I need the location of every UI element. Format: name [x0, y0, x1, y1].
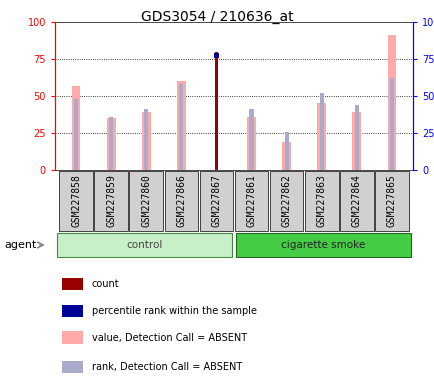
- Text: GSM227864: GSM227864: [351, 175, 361, 227]
- Bar: [214, 53, 218, 58]
- Bar: [62, 278, 82, 290]
- Bar: [62, 305, 82, 317]
- Bar: [317, 103, 326, 170]
- Bar: [109, 117, 113, 170]
- Text: rank, Detection Call = ABSENT: rank, Detection Call = ABSENT: [92, 362, 242, 372]
- Bar: [352, 112, 360, 170]
- Bar: [129, 171, 163, 231]
- Text: GSM227865: GSM227865: [386, 175, 396, 227]
- Bar: [249, 109, 253, 170]
- Text: GSM227858: GSM227858: [71, 175, 81, 227]
- Bar: [339, 171, 373, 231]
- Text: value, Detection Call = ABSENT: value, Detection Call = ABSENT: [92, 333, 247, 343]
- Bar: [304, 171, 338, 231]
- Bar: [319, 93, 323, 170]
- Bar: [389, 78, 393, 170]
- Bar: [235, 233, 410, 257]
- Bar: [214, 51, 217, 170]
- Text: control: control: [126, 240, 162, 250]
- Bar: [199, 171, 233, 231]
- Bar: [62, 361, 82, 373]
- Text: GSM227867: GSM227867: [211, 175, 221, 227]
- Bar: [62, 331, 82, 344]
- Bar: [72, 86, 80, 170]
- Bar: [144, 109, 148, 170]
- Text: count: count: [92, 279, 119, 289]
- Text: GSM227863: GSM227863: [316, 175, 326, 227]
- Bar: [282, 142, 290, 170]
- Text: GSM227866: GSM227866: [176, 175, 186, 227]
- Bar: [354, 105, 358, 170]
- Text: GSM227860: GSM227860: [141, 175, 151, 227]
- Text: percentile rank within the sample: percentile rank within the sample: [92, 306, 256, 316]
- Text: GSM227862: GSM227862: [281, 175, 291, 227]
- Text: GSM227861: GSM227861: [246, 175, 256, 227]
- Bar: [234, 171, 268, 231]
- Bar: [387, 35, 395, 170]
- Bar: [94, 171, 128, 231]
- Bar: [374, 171, 408, 231]
- Bar: [59, 171, 93, 231]
- Bar: [164, 171, 198, 231]
- Bar: [284, 131, 288, 170]
- Bar: [141, 112, 150, 170]
- Text: GDS3054 / 210636_at: GDS3054 / 210636_at: [141, 10, 293, 23]
- Bar: [57, 233, 232, 257]
- Bar: [74, 99, 78, 170]
- Bar: [106, 118, 115, 170]
- Text: cigarette smoke: cigarette smoke: [281, 240, 365, 250]
- Text: agent: agent: [4, 240, 36, 250]
- Bar: [269, 171, 303, 231]
- Bar: [247, 117, 255, 170]
- Bar: [179, 84, 183, 170]
- Bar: [177, 81, 185, 170]
- Text: GSM227859: GSM227859: [106, 175, 116, 227]
